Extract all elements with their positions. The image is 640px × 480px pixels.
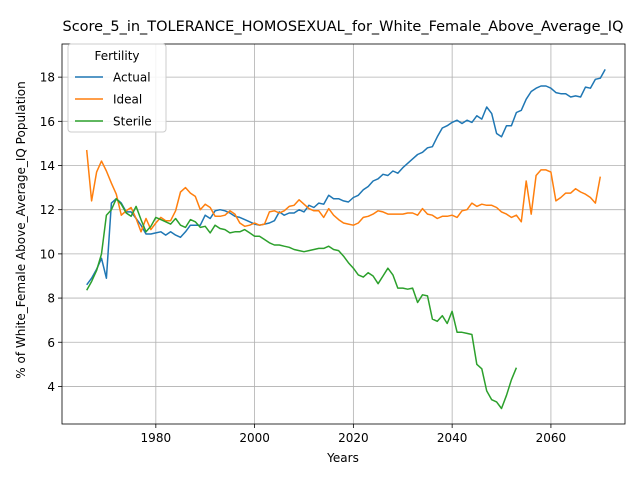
legend-title: Fertility [94,49,139,63]
axis-ticks: 1980 2000 2020 2040 2060 4 6 8 10 12 14 16 18 [40,71,566,445]
y-tick-label: 18 [40,71,55,85]
x-tick-label: 1980 [141,431,172,445]
y-tick-label: 16 [40,115,55,129]
legend-label-actual: Actual [113,71,151,85]
legend-label-sterile: Sterile [113,115,152,129]
legend-label-ideal: Ideal [113,93,142,107]
x-tick-label: 2060 [536,431,567,445]
legend-entries: Actual Ideal Sterile [75,71,152,129]
y-tick-label: 8 [47,292,55,306]
y-tick-label: 6 [47,336,55,350]
series-line-ideal [85,149,602,233]
x-tick-label: 2020 [338,431,369,445]
plot-frame [61,43,626,425]
x-axis-label: Years [326,451,359,465]
series-line-actual [86,69,606,286]
y-tick-label: 14 [40,159,55,173]
x-tick-label: 2040 [437,431,468,445]
y-tick-label: 12 [40,203,55,217]
y-tick-label: 10 [40,247,55,261]
series-line-sterile [86,197,518,410]
x-tick-label: 2000 [239,431,270,445]
legend: Fertility Actual Ideal Sterile [67,43,167,133]
series-lines [85,69,606,410]
legend-box [67,43,167,133]
y-tick-label: 4 [47,380,55,394]
chart-title: Score_5_in_TOLERANCE_HOMOSEXUAL_for_Whit… [62,19,623,35]
y-axis-label: % of White_Female Above_Average_IQ Popul… [14,81,28,378]
